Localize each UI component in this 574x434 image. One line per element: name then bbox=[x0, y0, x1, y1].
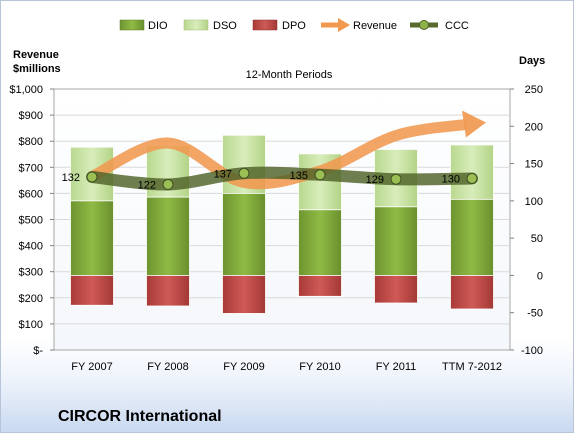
left-tick-label: $900 bbox=[19, 110, 43, 122]
ccc-point bbox=[390, 173, 402, 185]
revenue-arrowhead bbox=[462, 110, 486, 138]
bar-dpo bbox=[70, 275, 114, 306]
legend-label-dso: DSO bbox=[213, 20, 237, 32]
legend-swatch-dpo bbox=[252, 19, 278, 31]
left-tick-label: $400 bbox=[19, 241, 43, 253]
left-tick-label: $100 bbox=[19, 319, 43, 331]
legend: DIO DSO DPO Revenue CCC bbox=[119, 18, 469, 32]
bar-dpo bbox=[222, 275, 266, 314]
bar-dpo bbox=[450, 275, 494, 310]
ccc-point bbox=[466, 172, 478, 184]
left-tick-label: $500 bbox=[19, 215, 43, 227]
left-tick-label: $1,000 bbox=[9, 84, 43, 96]
right-axis-title: Days bbox=[519, 55, 545, 67]
bar-dio bbox=[70, 200, 114, 276]
legend-swatch-revenue bbox=[321, 18, 350, 32]
right-tick-label: 100 bbox=[525, 196, 543, 208]
revenue-series bbox=[89, 110, 486, 190]
bar-dpo bbox=[298, 275, 342, 297]
ccc-data-label: 122 bbox=[138, 179, 156, 191]
right-tick-label: 150 bbox=[525, 159, 543, 171]
bar-dio bbox=[298, 209, 342, 276]
legend-label-dio: DIO bbox=[148, 20, 168, 32]
company-name: CIRCOR International bbox=[58, 408, 222, 425]
bar-dio bbox=[450, 198, 494, 276]
category-label: FY 2008 bbox=[147, 361, 188, 373]
left-tick-label: $200 bbox=[19, 293, 43, 305]
bar-dio bbox=[374, 206, 418, 276]
ccc-data-label: 135 bbox=[290, 170, 308, 182]
bar-dpo bbox=[146, 275, 190, 307]
right-axis-ticks: -100 -50 0 50 100 150 200 250 bbox=[510, 84, 543, 357]
left-axis-title-line2: $millions bbox=[13, 63, 61, 75]
ccc-line bbox=[86, 166, 478, 191]
left-axis-ticks: $- $100 $200 $300 $400 $500 $600 $700 $800 $900 $1… bbox=[9, 84, 54, 357]
bar-dpo bbox=[374, 275, 418, 304]
legend-label-ccc: CCC bbox=[445, 20, 469, 32]
category-labels: FY 2007 FY 2008 FY 2009 FY 2010 FY 2011 TTM 7… bbox=[71, 361, 502, 373]
ccc-data-label: 129 bbox=[366, 174, 384, 186]
ccc-series: 132 122 137 135 129 130 bbox=[62, 166, 478, 191]
category-label: FY 2007 bbox=[71, 361, 112, 373]
right-tick-label: -100 bbox=[521, 345, 543, 357]
legend-swatch-dso bbox=[183, 19, 209, 31]
right-tick-label: 250 bbox=[525, 84, 543, 96]
ccc-point bbox=[314, 169, 326, 181]
bar-dio bbox=[222, 192, 266, 276]
category-label: FY 2009 bbox=[223, 361, 264, 373]
legend-label-revenue: Revenue bbox=[353, 20, 397, 32]
right-tick-label: -50 bbox=[527, 308, 543, 320]
category-label: FY 2010 bbox=[299, 361, 340, 373]
revenue-line bbox=[89, 119, 467, 190]
left-tick-label: $800 bbox=[19, 136, 43, 148]
left-tick-label: $700 bbox=[19, 162, 43, 174]
ccc-point bbox=[238, 167, 250, 179]
ccc-point bbox=[86, 171, 98, 183]
ccc-data-label: 130 bbox=[442, 173, 460, 185]
left-tick-label: $300 bbox=[19, 267, 43, 279]
right-tick-label: 0 bbox=[537, 270, 543, 282]
left-tick-label: $- bbox=[33, 345, 43, 357]
category-label: FY 2011 bbox=[376, 361, 417, 373]
legend-swatch-ccc bbox=[410, 20, 438, 30]
bar-dio bbox=[146, 196, 190, 276]
right-tick-label: 50 bbox=[531, 233, 543, 245]
bar-dso bbox=[450, 144, 494, 200]
right-tick-label: 200 bbox=[525, 121, 543, 133]
ccc-data-label: 132 bbox=[62, 172, 80, 184]
chart-title: 12-Month Periods bbox=[246, 69, 333, 81]
ccc-point bbox=[162, 178, 174, 190]
legend-swatch-dio bbox=[119, 19, 145, 31]
legend-label-dpo: DPO bbox=[282, 20, 306, 32]
left-axis-title-line1: Revenue bbox=[13, 49, 59, 61]
category-label: TTM 7-2012 bbox=[442, 361, 502, 373]
left-tick-label: $600 bbox=[19, 188, 43, 200]
ccc-data-label: 137 bbox=[214, 168, 232, 180]
